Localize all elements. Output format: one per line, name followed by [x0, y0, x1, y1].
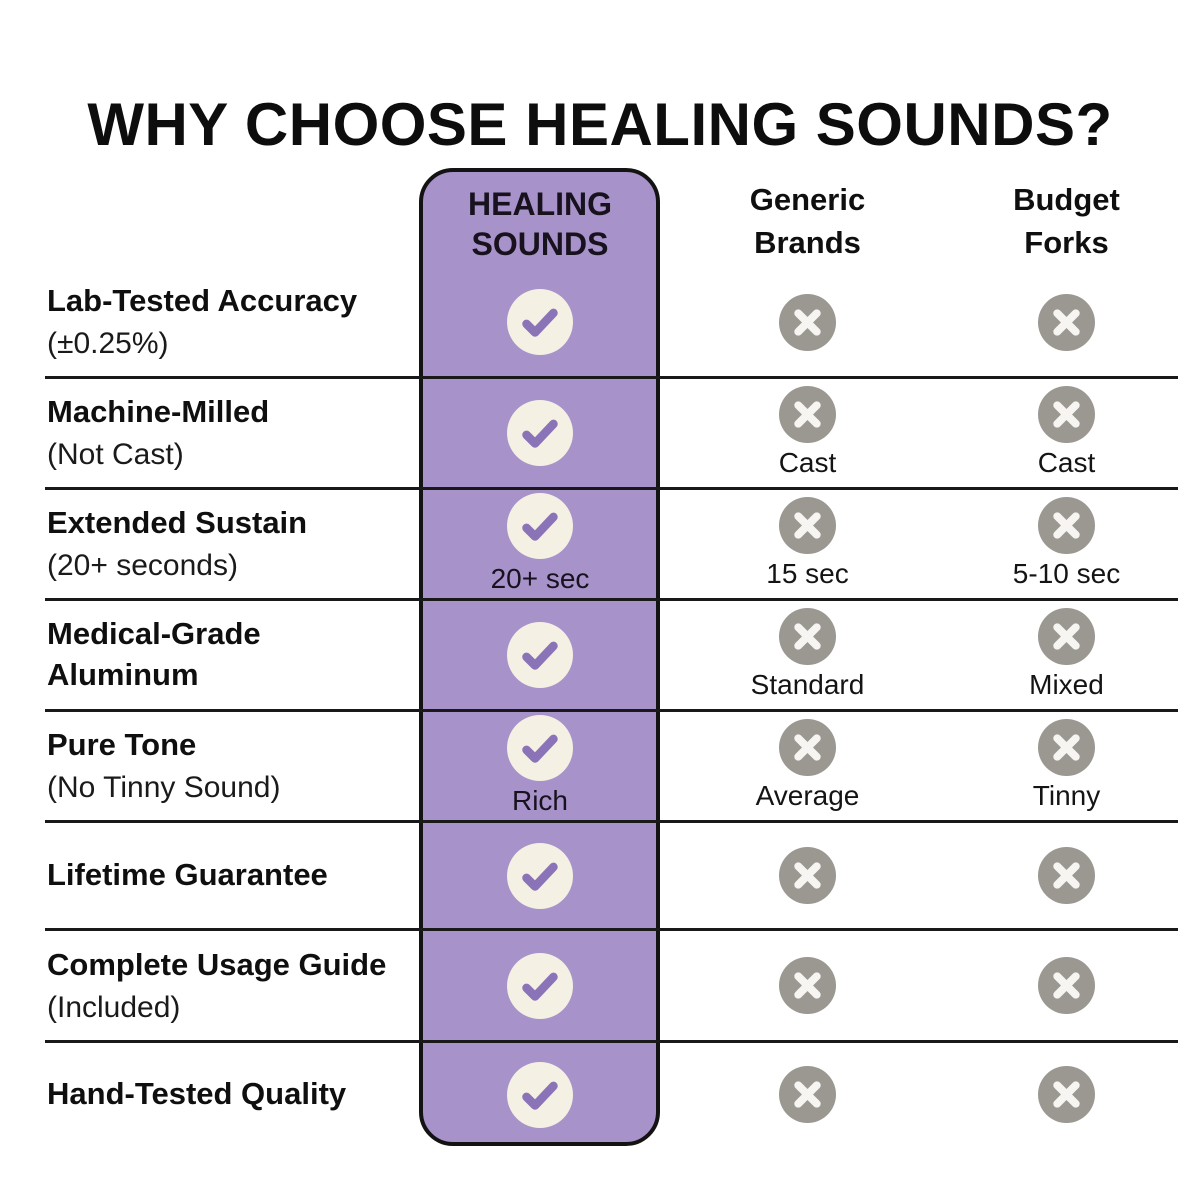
x-icon — [1038, 386, 1095, 443]
healing-cell — [420, 931, 660, 1043]
feature-name: Lifetime Guarantee — [47, 857, 328, 893]
feature-name: Medical-Grade Aluminum — [47, 616, 261, 692]
healing-cell — [420, 601, 660, 712]
column-header-budget-forks: Budget Forks — [955, 168, 1178, 268]
cell-note: 5-10 sec — [1012, 558, 1121, 590]
x-icon — [1038, 719, 1095, 776]
x-icon — [1038, 497, 1095, 554]
comparison-table: HEALING SOUNDS Generic Brands Budget For… — [45, 168, 1178, 1146]
x-icon — [1038, 847, 1095, 904]
generic-cell: Average — [660, 712, 955, 823]
budget-cell — [955, 823, 1178, 931]
check-icon — [507, 400, 573, 466]
page-title: WHY CHOOSE HEALING SOUNDS? — [87, 91, 1113, 159]
feature-name: Pure Tone — [47, 727, 197, 763]
x-icon — [1038, 1066, 1095, 1123]
check-icon — [507, 953, 573, 1019]
generic-cell — [660, 931, 955, 1043]
check-icon — [507, 493, 573, 559]
check-icon — [507, 289, 573, 355]
feature-label-cell: Machine-Milled (Not Cast) — [45, 379, 420, 490]
check-icon — [507, 715, 573, 781]
cell-note: Cast — [778, 447, 837, 479]
healing-cell — [420, 1043, 660, 1146]
cell-note: Standard — [750, 669, 865, 701]
feature-name: Extended Sustain — [47, 505, 308, 541]
feature-label-cell: Extended Sustain (20+ seconds) — [45, 490, 420, 601]
feature-label-cell: Lab-Tested Accuracy (±0.25%) — [45, 268, 420, 379]
x-icon — [779, 294, 836, 351]
budget-cell — [955, 1043, 1178, 1146]
cell-note: 15 sec — [766, 558, 849, 590]
x-icon — [1038, 957, 1095, 1014]
feature-name: Lab-Tested Accuracy — [47, 283, 358, 319]
feature-name: Complete Usage Guide — [47, 946, 387, 982]
x-icon — [779, 847, 836, 904]
x-icon — [779, 957, 836, 1014]
feature-name: Machine-Milled — [47, 394, 270, 430]
x-icon — [779, 386, 836, 443]
feature-label-cell: Lifetime Guarantee — [45, 823, 420, 931]
check-icon — [507, 622, 573, 688]
feature-name: Hand-Tested Quality — [47, 1076, 347, 1112]
feature-subtext: (20+ seconds) — [47, 549, 238, 583]
cell-note: Mixed — [1029, 669, 1104, 701]
generic-cell — [660, 268, 955, 379]
column-header-label: Budget Forks — [1013, 181, 1120, 260]
budget-cell: Cast — [955, 379, 1178, 490]
healing-cell — [420, 379, 660, 490]
cell-note: 20+ sec — [490, 562, 590, 594]
budget-cell: 5-10 sec — [955, 490, 1178, 601]
generic-cell — [660, 1043, 955, 1146]
feature-subtext: (No Tinny Sound) — [47, 771, 281, 805]
budget-cell — [955, 931, 1178, 1043]
healing-cell — [420, 268, 660, 379]
cell-note: Rich — [511, 784, 568, 816]
feature-subtext: (Included) — [47, 990, 181, 1024]
check-icon — [507, 843, 573, 909]
x-icon — [1038, 294, 1095, 351]
cell-note: Cast — [1037, 447, 1096, 479]
x-icon — [1038, 608, 1095, 665]
budget-cell: Tinny — [955, 712, 1178, 823]
generic-cell: Standard — [660, 601, 955, 712]
check-icon — [507, 1062, 573, 1128]
cell-note: Average — [755, 780, 860, 812]
column-header-label: HEALING SOUNDS — [468, 186, 612, 262]
header-spacer — [45, 168, 420, 268]
healing-cell: 20+ sec — [420, 490, 660, 601]
feature-label-cell: Medical-Grade Aluminum — [45, 601, 420, 712]
feature-subtext: (±0.25%) — [47, 327, 169, 361]
budget-cell — [955, 268, 1178, 379]
feature-label-cell: Complete Usage Guide (Included) — [45, 931, 420, 1043]
healing-cell — [420, 823, 660, 931]
healing-cell: Rich — [420, 712, 660, 823]
generic-cell: 15 sec — [660, 490, 955, 601]
feature-label-cell: Pure Tone (No Tinny Sound) — [45, 712, 420, 823]
generic-cell: Cast — [660, 379, 955, 490]
cell-note: Tinny — [1032, 780, 1101, 812]
x-icon — [779, 497, 836, 554]
column-header-generic-brands: Generic Brands — [660, 168, 955, 268]
feature-subtext: (Not Cast) — [47, 438, 184, 472]
x-icon — [779, 1066, 836, 1123]
budget-cell: Mixed — [955, 601, 1178, 712]
x-icon — [779, 719, 836, 776]
column-header-label: Generic Brands — [749, 181, 866, 260]
x-icon — [779, 608, 836, 665]
column-header-healing-sounds: HEALING SOUNDS — [420, 168, 660, 268]
generic-cell — [660, 823, 955, 931]
feature-label-cell: Hand-Tested Quality — [45, 1043, 420, 1146]
